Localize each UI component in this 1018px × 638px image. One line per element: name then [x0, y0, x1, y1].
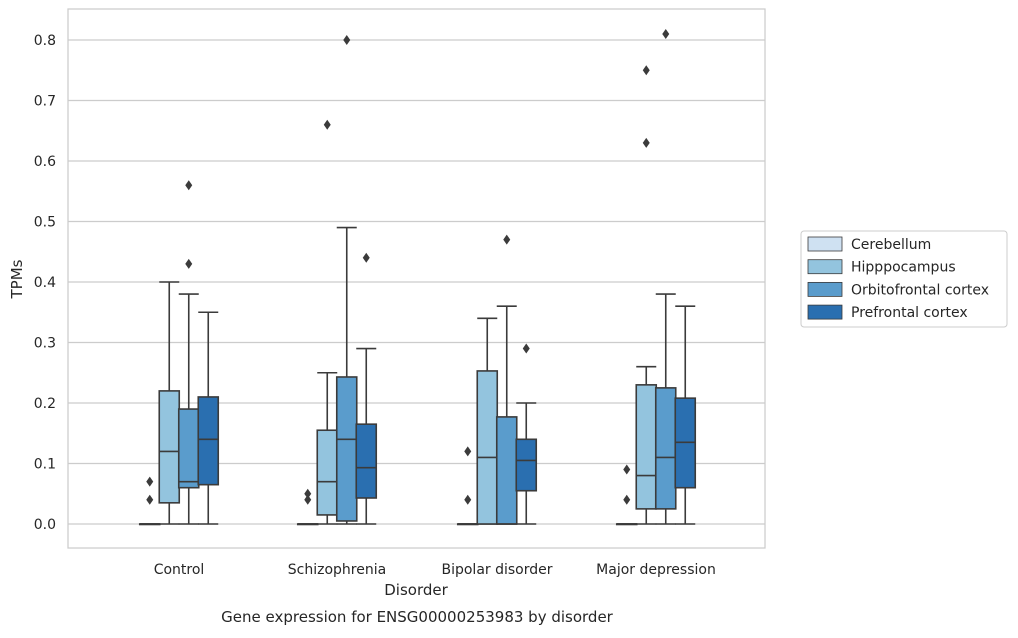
plot-frame: [67, 8, 766, 549]
legend-frame: [800, 230, 1008, 328]
outlier-point: [304, 488, 312, 499]
y-tick-label: 0.3: [34, 336, 56, 352]
outlier-point: [623, 494, 631, 505]
box-hipppocampus: [316, 119, 339, 525]
outlier-point: [304, 494, 312, 505]
x-tick-labels: Control Schizophrenia Bipolar disorder Majo…: [154, 562, 716, 578]
box-cerebellum: [296, 488, 319, 526]
box-body: [316, 429, 339, 516]
legend-label: Orbitofrontal cortex: [851, 282, 989, 298]
y-tick-label: 0.4: [34, 275, 56, 291]
box-cerebellum: [615, 464, 638, 526]
outlier-point: [642, 65, 650, 76]
outlier-point: [185, 258, 193, 269]
box-body: [197, 396, 220, 486]
box-orbitofrontal-cortex: [177, 180, 200, 525]
outlier-point: [623, 464, 631, 475]
outlier-point: [642, 137, 650, 148]
box-hipppocampus: [635, 65, 658, 525]
box-hipppocampus: [476, 317, 499, 525]
box-orbitofrontal-cortex: [335, 35, 358, 525]
outlier-point: [185, 180, 193, 191]
outlier-point: [343, 35, 351, 45]
x-axis-label: Disorder: [384, 581, 448, 599]
y-axis-label: TPMs: [8, 259, 26, 299]
outlier-point: [323, 119, 331, 130]
y-tick-label: 0.2: [34, 396, 56, 412]
box-body: [495, 416, 518, 525]
legend-item: Orbitofrontal cortex: [807, 281, 989, 298]
legend: Cerebellum Hipppocampus Orbitofrontal cort…: [800, 230, 1008, 328]
outlier-point: [522, 343, 530, 354]
outlier-point: [146, 476, 154, 487]
legend-item: Hipppocampus: [807, 259, 956, 276]
outlier-point: [662, 28, 670, 39]
box-prefrontal-cortex: [197, 311, 220, 525]
box-prefrontal-cortex: [355, 252, 378, 525]
chart-caption: Gene expression for ENSG00000253983 by d…: [221, 608, 614, 626]
y-tick-label: 0.7: [34, 94, 56, 110]
box-hipppocampus: [158, 281, 181, 525]
box-prefrontal-cortex: [515, 343, 538, 525]
legend-swatch: [807, 259, 843, 275]
x-tick-label: Control: [154, 562, 205, 578]
x-tick-label: Major depression: [596, 562, 716, 578]
legend-label: Cerebellum: [851, 237, 931, 253]
box-body: [335, 376, 358, 522]
y-tick-labels: 0.0 0.1 0.2 0.3 0.4 0.5 0.6 0.7 0.8: [34, 33, 56, 533]
box-cerebellum: [456, 446, 479, 526]
outlier-point: [464, 494, 472, 505]
outlier-point: [362, 252, 370, 263]
box-body: [355, 423, 378, 499]
box-body: [515, 438, 538, 492]
y-tick-label: 0.8: [34, 33, 56, 49]
x-tick-label: Schizophrenia: [288, 562, 386, 578]
y-tick-label: 0.1: [34, 457, 56, 473]
x-tick-label: Bipolar disorder: [441, 562, 552, 578]
legend-label: Hipppocampus: [851, 260, 956, 276]
y-tick-label: 0.5: [34, 215, 56, 231]
box-body: [177, 408, 200, 489]
outlier-point: [146, 494, 154, 505]
box-body: [476, 370, 499, 525]
y-tick-label: 0.0: [34, 517, 56, 533]
legend-swatch: [807, 304, 843, 320]
box-cerebellum: [138, 476, 161, 526]
box-orbitofrontal-cortex: [654, 28, 677, 525]
legend-item: Cerebellum: [807, 236, 931, 253]
legend-swatch: [807, 281, 843, 297]
legend-label: Prefrontal cortex: [851, 305, 968, 321]
legend-swatch: [807, 236, 843, 252]
box-prefrontal-cortex: [674, 305, 697, 525]
box-body: [654, 387, 677, 510]
box-body: [158, 390, 181, 504]
box-layer: [138, 28, 697, 526]
legend-item: Prefrontal cortex: [807, 304, 968, 321]
box-body: [635, 384, 658, 510]
outlier-point: [503, 234, 511, 245]
outlier-point: [464, 446, 472, 457]
y-tick-label: 0.6: [34, 154, 56, 170]
box-orbitofrontal-cortex: [495, 234, 518, 525]
